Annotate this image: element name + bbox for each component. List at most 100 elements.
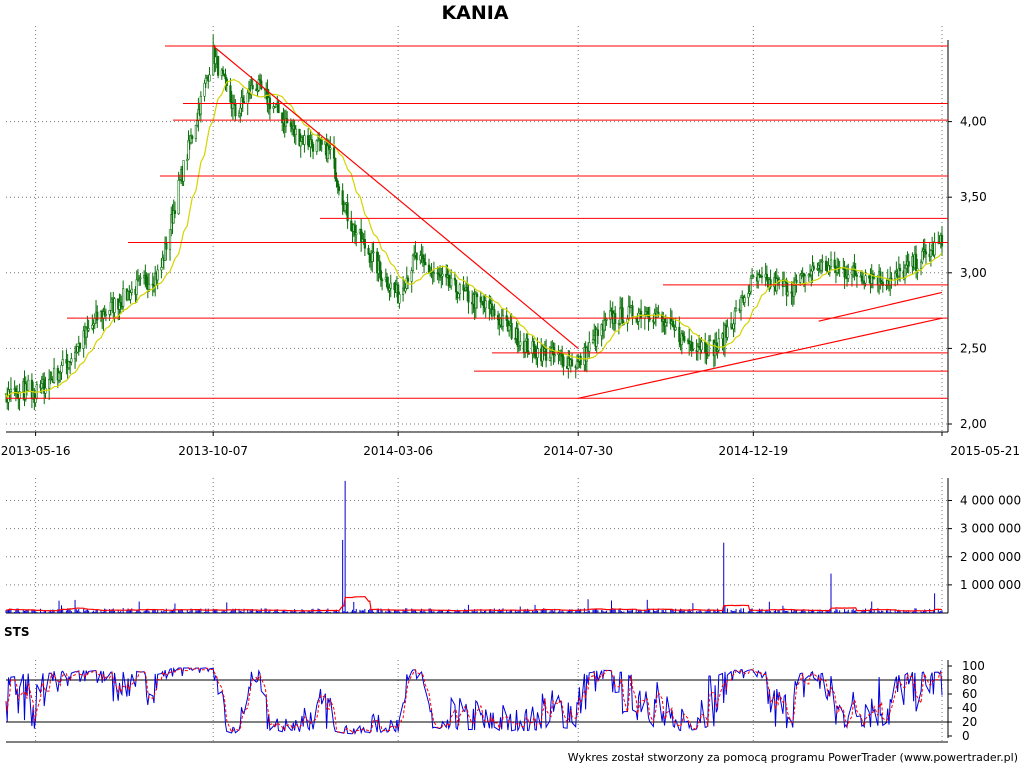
candle-body bbox=[829, 259, 833, 268]
candle-body bbox=[516, 328, 519, 347]
candle-body bbox=[923, 249, 926, 253]
candle-body bbox=[139, 277, 142, 280]
candle-body bbox=[371, 252, 374, 262]
moving-average-line bbox=[5, 78, 943, 400]
candle-body bbox=[898, 267, 902, 271]
candle-body bbox=[165, 242, 168, 250]
candle-body bbox=[466, 286, 469, 292]
sts-tick-label: 80 bbox=[962, 673, 977, 687]
candle-body bbox=[379, 270, 382, 280]
candle-body bbox=[570, 359, 574, 367]
candle-body bbox=[868, 275, 871, 279]
candle-body bbox=[637, 312, 640, 322]
candle-body bbox=[332, 147, 336, 159]
candle-body bbox=[733, 310, 736, 325]
candle-body bbox=[850, 269, 854, 276]
candle-body bbox=[455, 279, 458, 293]
trend-line bbox=[818, 291, 943, 322]
candle-body bbox=[864, 275, 867, 284]
candle-body bbox=[135, 279, 138, 295]
candle-body bbox=[812, 265, 815, 270]
candle-body bbox=[203, 82, 206, 97]
candle-body bbox=[783, 280, 786, 287]
candle-body bbox=[320, 139, 323, 145]
candle-body bbox=[519, 341, 522, 346]
x-tick-label: 2014-12-19 bbox=[718, 444, 788, 458]
candle-body bbox=[113, 298, 116, 313]
candle-body bbox=[337, 186, 341, 192]
sts-tick-label: 0 bbox=[962, 729, 970, 743]
candle-body bbox=[229, 85, 232, 103]
volume-tick-label: 4 000 000 bbox=[960, 494, 1021, 508]
candle-body bbox=[182, 160, 185, 182]
candle-body bbox=[214, 56, 217, 64]
candle-body bbox=[786, 291, 789, 296]
sts-tick-label: 100 bbox=[962, 659, 985, 673]
sts-d-line bbox=[5, 667, 943, 735]
trend-line bbox=[212, 45, 579, 349]
candle-body bbox=[91, 324, 94, 329]
candle-body bbox=[588, 342, 591, 352]
candle-body bbox=[479, 296, 482, 303]
candle-group bbox=[4, 34, 944, 411]
candle-body bbox=[87, 328, 90, 331]
candle-body bbox=[385, 277, 389, 288]
candle-body bbox=[707, 339, 711, 356]
candle-body bbox=[104, 314, 107, 316]
candle-body bbox=[27, 379, 30, 391]
price-tick-label: 3,00 bbox=[960, 266, 987, 280]
candle-body bbox=[726, 326, 729, 338]
candle-body bbox=[743, 297, 746, 303]
candle-body bbox=[508, 325, 511, 331]
volume-tick-label: 1 000 000 bbox=[960, 578, 1021, 592]
candle-body bbox=[769, 279, 772, 288]
candle-body bbox=[237, 112, 241, 117]
candle-body bbox=[289, 122, 292, 127]
candle-body bbox=[108, 310, 111, 315]
candle-body bbox=[424, 262, 427, 266]
sts-tick-label: 40 bbox=[962, 701, 977, 715]
candle-body bbox=[363, 239, 366, 249]
candle-body bbox=[691, 348, 694, 351]
candle-body bbox=[350, 220, 353, 231]
candle-body bbox=[224, 74, 227, 80]
price-tick-label: 2,50 bbox=[960, 341, 987, 355]
sts-tick-label: 20 bbox=[962, 715, 977, 729]
candle-body bbox=[648, 318, 651, 321]
volume-tick-label: 3 000 000 bbox=[960, 522, 1021, 536]
candle-body bbox=[52, 367, 56, 383]
candle-body bbox=[311, 144, 315, 152]
candle-body bbox=[916, 268, 919, 271]
candle-body bbox=[355, 232, 358, 236]
candle-body bbox=[57, 372, 61, 381]
candle-body bbox=[61, 359, 64, 366]
candle-body bbox=[441, 273, 444, 277]
candle-body bbox=[9, 388, 13, 393]
candle-body bbox=[194, 124, 198, 140]
candle-body bbox=[406, 277, 410, 282]
candle-body bbox=[795, 279, 798, 283]
candle-body bbox=[496, 315, 500, 321]
candle-body bbox=[747, 293, 750, 298]
candle-body bbox=[619, 307, 622, 324]
candle-body bbox=[881, 281, 884, 286]
candle-body bbox=[591, 339, 595, 343]
candle-body bbox=[603, 319, 606, 331]
candle-body bbox=[596, 329, 600, 336]
candle-body bbox=[344, 204, 347, 211]
candle-body bbox=[299, 141, 302, 147]
candle-body bbox=[681, 333, 685, 337]
candle-body bbox=[752, 275, 755, 278]
candle-body bbox=[129, 292, 132, 300]
candle-body bbox=[241, 97, 244, 102]
candle-body bbox=[484, 300, 487, 309]
candle-body bbox=[410, 270, 413, 282]
candle-body bbox=[548, 357, 551, 361]
candle-body bbox=[96, 311, 99, 321]
sts-panel-label: STS bbox=[4, 625, 30, 639]
candle-body bbox=[526, 338, 529, 354]
candle-body bbox=[792, 285, 796, 297]
candle-body bbox=[221, 69, 225, 75]
candle-body bbox=[924, 251, 928, 255]
candle-body bbox=[501, 315, 505, 327]
